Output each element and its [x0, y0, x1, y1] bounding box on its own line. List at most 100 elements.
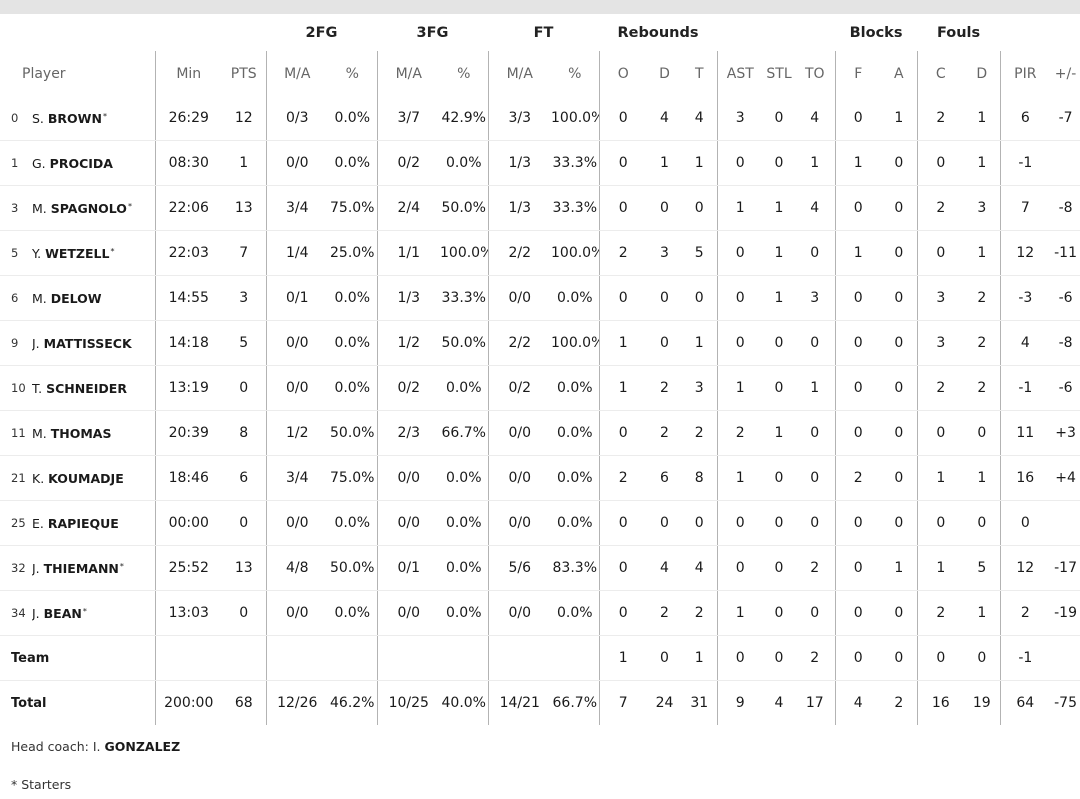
stat-bf: 0 — [834, 365, 882, 411]
stat-pm — [1050, 140, 1080, 186]
stat-rt: 0 — [682, 275, 718, 321]
stat-pir: -1 — [999, 140, 1051, 186]
stat-pir: 6 — [999, 96, 1051, 141]
stat-fg3p: 0.0% — [440, 140, 488, 186]
stat-fg2p: 0.0% — [328, 365, 377, 411]
player-initial: J. — [32, 605, 40, 621]
player-name[interactable]: E. RAPIEQUE — [32, 500, 155, 546]
stat-stl: 0 — [763, 96, 796, 141]
stat-fg2: 1/4 — [265, 230, 328, 276]
player-name[interactable]: K. KOUMADJE — [32, 455, 155, 501]
stat-pts: 6 — [222, 455, 266, 501]
stat-to: 4 — [795, 96, 836, 141]
stat-ba: 0 — [881, 230, 918, 276]
stat-stl: 0 — [763, 500, 796, 546]
stat-to: 2 — [795, 545, 836, 591]
stat-to: 0 — [795, 320, 836, 366]
stat-pir: -3 — [999, 275, 1051, 321]
player-last-name: THOMAS — [50, 425, 112, 441]
stat-fg3p: 42.9% — [440, 96, 488, 141]
player-name[interactable]: J. MATTISSECK — [32, 320, 155, 366]
stat-ftp: 0.0% — [551, 275, 600, 321]
stat-ast: 1 — [716, 455, 764, 501]
stat-fg3p: 0.0% — [440, 590, 488, 636]
total-stat-pm: -75 — [1054, 695, 1077, 711]
stat-ba: 0 — [881, 500, 918, 546]
stat-fg2: 4/8 — [265, 545, 328, 591]
stat-fd: 1 — [964, 590, 1001, 636]
stat-fg3: 2/4 — [376, 185, 440, 231]
coach-name: GONZALEZ — [104, 739, 181, 754]
stat-fg3: 0/1 — [376, 545, 440, 591]
player-name[interactable]: T. SCHNEIDER — [32, 365, 155, 411]
total-stat-ba: 2 — [894, 695, 904, 711]
stat-ba: 1 — [881, 96, 918, 141]
player-number: 0 — [0, 96, 32, 141]
player-number: 6 — [0, 275, 32, 321]
stat-pir: 0 — [999, 500, 1051, 546]
stat-fg3: 2/3 — [376, 410, 440, 456]
stat-fg3: 1/3 — [376, 275, 440, 321]
stat-pir: 4 — [999, 320, 1051, 366]
stat-fc: 2 — [916, 96, 965, 141]
stat-ro: 1 — [598, 320, 648, 366]
player-name[interactable]: M. SPAGNOLO* — [32, 185, 155, 231]
col-ast: AST — [716, 51, 764, 96]
stat-ftp: 100.0% — [551, 96, 600, 141]
stat-pm: -11 — [1050, 230, 1080, 276]
player-last-name: BEAN — [43, 605, 82, 621]
player-row: 5Y. WETZELL*22:0371/425.0%1/1100.0%2/210… — [0, 230, 1080, 276]
player-row: 11 M. THOMAS 20:39 8 1/2 50.0% 2/3 66.7% 0/0 0.0%… — [0, 410, 1080, 456]
player-last-name: SCHNEIDER — [46, 380, 127, 396]
stat-rd: 1 — [647, 140, 683, 186]
stat-to: 3 — [795, 275, 836, 321]
stat-pts: 1 — [222, 140, 266, 186]
stat-min: 13:19 — [154, 365, 222, 411]
player-last-name: KOUMADJE — [48, 470, 124, 486]
player-name[interactable]: M. THOMAS — [32, 410, 155, 456]
total-stat-fg2: 12/26 — [265, 680, 328, 725]
stat-fg3p: 33.3% — [440, 275, 488, 321]
stat-ftp: 0.0% — [551, 455, 600, 501]
stat-pir: 12 — [999, 230, 1051, 276]
stat-ro: 0 — [598, 500, 648, 546]
stat-fg3p: 100.0% — [440, 230, 488, 276]
total-stat-fd: 19 — [972, 695, 991, 711]
stat-to: 0 — [795, 230, 836, 276]
team-stat-fd: 0 — [964, 635, 1001, 681]
player-name[interactable]: S. BROWN* — [32, 96, 155, 141]
stat-stl: 0 — [763, 545, 796, 591]
stat-pm: +4 — [1050, 455, 1080, 501]
col-player: Player — [22, 65, 66, 82]
player-name[interactable]: M. DELOW — [32, 275, 155, 321]
player-name[interactable]: J. THIEMANN* — [32, 545, 155, 591]
stat-rt: 2 — [682, 410, 718, 456]
stat-bf: 2 — [834, 455, 882, 501]
total-stat-fc: 16 — [916, 680, 965, 725]
stat-rt: 1 — [682, 320, 718, 366]
stat-ro: 0 — [598, 96, 648, 141]
stat-pm: -17 — [1050, 545, 1080, 591]
stat-stl: 1 — [763, 275, 796, 321]
player-number: 32 — [0, 545, 32, 591]
player-last-name: MATTISSECK — [43, 335, 132, 351]
col-blk-f: F — [834, 51, 882, 96]
player-name[interactable]: G. PROCIDA — [32, 140, 155, 186]
stat-ft: 0/2 — [487, 365, 551, 411]
stat-fc: 2 — [916, 185, 965, 231]
col-pts: PTS — [230, 65, 257, 82]
stat-ft: 3/3 — [487, 96, 551, 141]
starter-mark: * — [110, 246, 115, 256]
team-stat-pm — [1050, 635, 1080, 681]
player-name[interactable]: J. BEAN* — [32, 590, 155, 636]
player-name[interactable]: Y. WETZELL* — [32, 230, 155, 276]
player-initial: M. — [32, 290, 47, 306]
stat-rt: 5 — [682, 230, 718, 276]
col-reb-o: O — [598, 51, 648, 96]
stat-fc: 1 — [916, 545, 965, 591]
total-stat-pts: 68 — [234, 695, 253, 711]
col-2fg-ma: M/A — [265, 51, 328, 96]
team-stat-ftp — [551, 635, 600, 681]
stat-ftp: 100.0% — [551, 320, 600, 366]
stat-rt: 8 — [682, 455, 718, 501]
